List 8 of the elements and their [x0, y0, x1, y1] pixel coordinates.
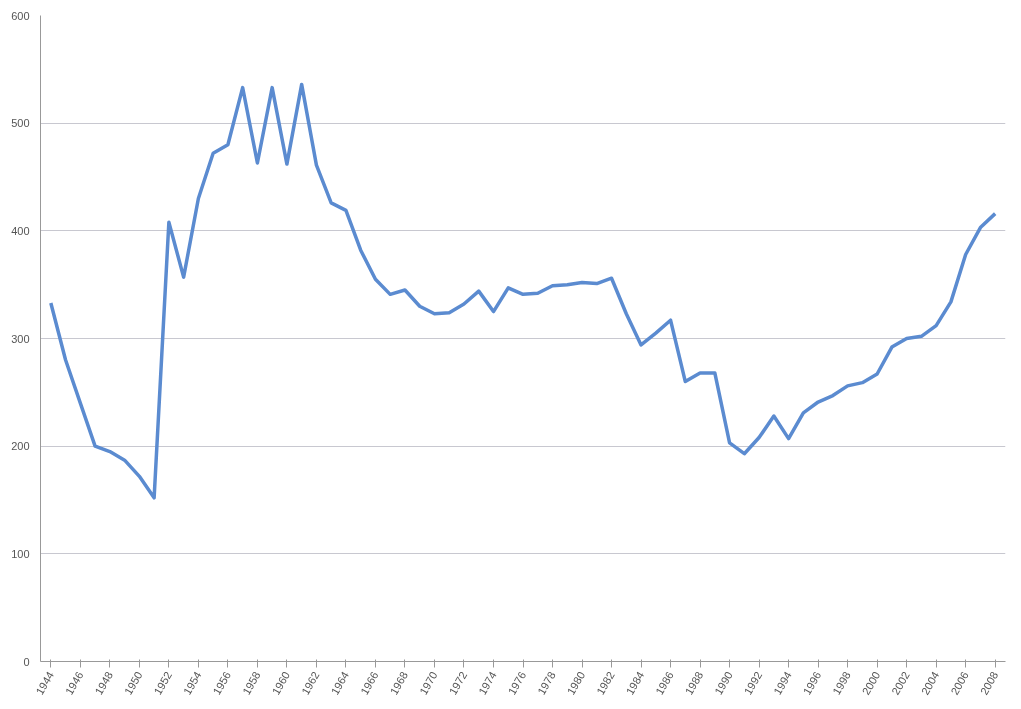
y-tick-label: 300: [11, 332, 30, 345]
y-tick-label: 600: [11, 9, 30, 22]
y-tick-label: 400: [11, 224, 30, 237]
y-tick-label: 0: [23, 655, 30, 668]
y-tick-label: 500: [11, 117, 30, 130]
y-tick-label: 200: [11, 440, 30, 453]
y-tick-label: 100: [11, 547, 30, 560]
line-series: [49, 82, 997, 500]
